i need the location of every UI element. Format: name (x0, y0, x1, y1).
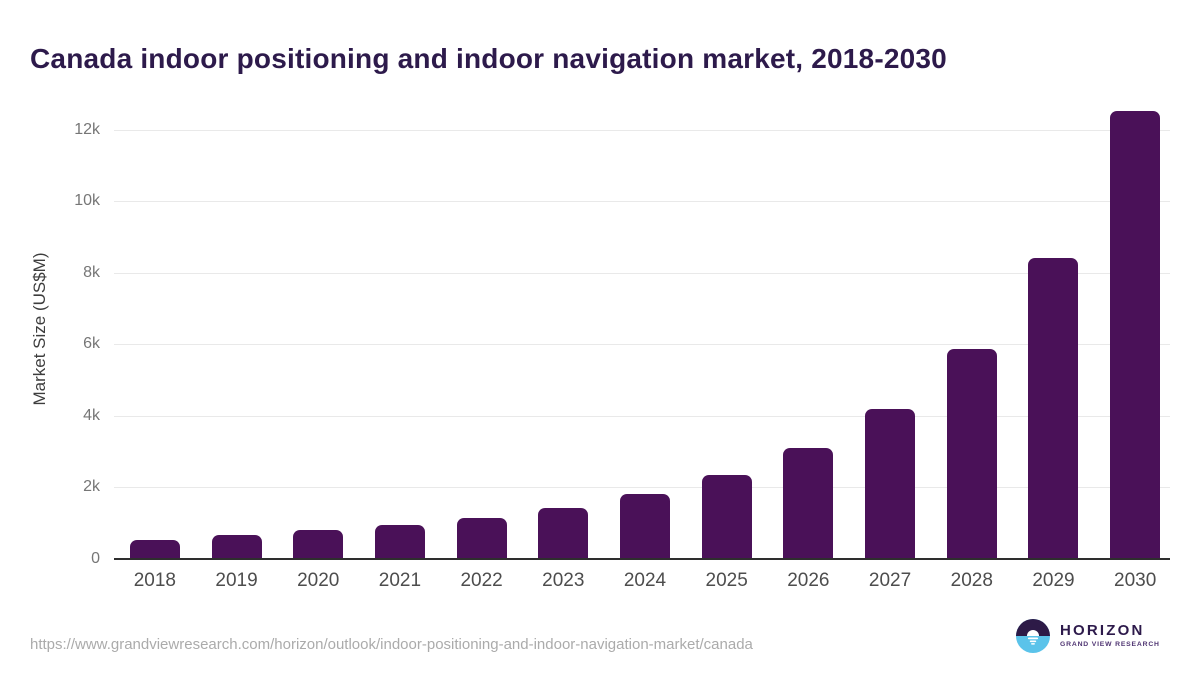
y-tick-6k: 6k (83, 335, 100, 352)
gridline-4k (114, 415, 1170, 417)
bar-2023[interactable] (538, 507, 589, 559)
y-tick-0: 0 (91, 549, 100, 567)
y-tick-4k: 4k (83, 406, 100, 424)
gridline-10k (114, 201, 1170, 202)
gridline-6k (114, 344, 1170, 345)
bar-2025[interactable] (701, 474, 752, 559)
bar-2021[interactable] (374, 525, 425, 559)
x-tick-2029: 2029 (1032, 570, 1075, 591)
gridline-12k (114, 129, 1170, 131)
bar-2020[interactable] (293, 530, 344, 559)
logo-subbrand-text: GRAND VIEW RESEARCH (1060, 641, 1160, 648)
source-url: https://www.grandviewresearch.com/horizo… (30, 636, 753, 653)
x-tick-2026: 2026 (787, 570, 830, 591)
x-tick-2028: 2028 (950, 570, 993, 591)
page-title: Canada indoor positioning and indoor nav… (30, 42, 947, 74)
bar-2026[interactable] (783, 448, 834, 559)
horizon-logo-icon (1016, 619, 1050, 653)
x-tick-2030: 2030 (1114, 570, 1157, 591)
horizon-logo: HORIZON GRAND VIEW RESEARCH (1016, 619, 1160, 653)
bar-2024[interactable] (620, 493, 670, 559)
x-tick-2020: 2020 (297, 570, 340, 591)
x-tick-2022: 2022 (460, 570, 503, 591)
x-tick-2027: 2027 (868, 570, 912, 591)
y-tick-12k: 12k (74, 120, 100, 138)
x-tick-2023: 2023 (542, 570, 585, 591)
y-tick-10k: 10k (74, 192, 100, 209)
bar-2028[interactable] (946, 349, 997, 559)
x-tick-2019: 2019 (215, 570, 258, 591)
gridline-2k (114, 487, 1170, 488)
y-tick-8k: 8k (83, 263, 100, 281)
bar-2018[interactable] (129, 540, 180, 559)
bar-chart: Market Size (US$M) 0 2k 4k 6k 8k 10k 12k 2018 20… (30, 110, 1170, 591)
bar-2029[interactable] (1028, 258, 1079, 559)
x-axis-line (114, 558, 1170, 560)
bar-2030[interactable] (1110, 110, 1161, 559)
logo-brand-text: HORIZON (1060, 622, 1145, 639)
x-tick-2025: 2025 (705, 570, 748, 591)
x-tick-2018: 2018 (133, 570, 176, 591)
bar-2022[interactable] (456, 518, 507, 559)
x-tick-2024: 2024 (623, 570, 667, 591)
bar-2019[interactable] (211, 535, 262, 559)
x-tick-2021: 2021 (378, 570, 422, 591)
gridline-8k (114, 272, 1170, 274)
y-tick-2k: 2k (83, 478, 100, 495)
bar-2027[interactable] (865, 409, 916, 559)
